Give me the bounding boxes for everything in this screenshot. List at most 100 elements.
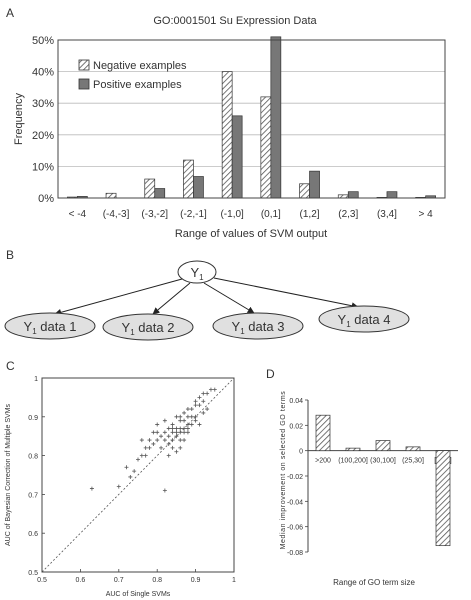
- edge-2: [152, 282, 191, 315]
- scatter-point: [185, 426, 190, 431]
- chart-c-x-tick-label: 0.9: [191, 577, 201, 584]
- scatter-point: [193, 403, 198, 408]
- chart-d-y-tick-label: 0.02: [289, 423, 303, 430]
- scatter-point: [147, 438, 152, 443]
- scatter-point: [178, 430, 183, 435]
- panel-c-label: C: [6, 359, 15, 373]
- chart-c-y-tick-label: 0.8: [28, 454, 38, 461]
- chart-a-ylabel: Frequency: [13, 93, 25, 145]
- chart-c-axes: 0.5 0.6 0.7 0.8 0.9 1 0.5 0.6 0.7 0.8 0.9 1: [28, 376, 236, 584]
- chart-a-x-tick-label: > 4: [419, 209, 434, 220]
- chart-c-xlabel: AUC of Single SVMs: [106, 591, 171, 598]
- chart-c-x-tick-label: 0.7: [114, 577, 124, 584]
- panel-a-label: A: [6, 6, 14, 20]
- scatter-point: [178, 426, 183, 431]
- bar-positive: [347, 191, 359, 199]
- bar-positive: [193, 176, 204, 199]
- scatter-point: [166, 434, 171, 439]
- scatter-point: [170, 430, 175, 435]
- bar-negative: [144, 178, 156, 199]
- chart-d-y-tick-label: -0.02: [287, 474, 303, 481]
- chart-c-x-tick-label: 0.6: [76, 577, 86, 584]
- scatter-point: [143, 453, 148, 458]
- panel-d-chart: 0.04 0.02 0 -0.02 -0.04 -0.06 -0.08 >200 (100,20…: [280, 391, 458, 587]
- scatter-point: [162, 430, 167, 435]
- chart-d-y-tick-label: -0.04: [287, 499, 303, 506]
- chart-d-bars: [315, 414, 451, 547]
- legend-label-negative: Negative examples: [93, 60, 187, 72]
- chart-a-x-tick-label: (-1,0]: [220, 209, 244, 220]
- chart-c-y-tick-label: 1: [34, 376, 38, 383]
- chart-d-x-tick-label: (100,200]: [338, 458, 368, 465]
- scatter-point: [193, 399, 198, 404]
- scatter-point: [197, 422, 202, 427]
- chart-a-y-tick-label: 50%: [32, 35, 54, 47]
- scatter-point: [132, 469, 137, 474]
- chart-c-y-tick-label: 0.5: [28, 570, 38, 577]
- bar-negative: [183, 159, 194, 199]
- scatter-point: [178, 445, 183, 450]
- chart-a-gridlines: [58, 39, 445, 167]
- root-node-label: Y1: [190, 265, 204, 282]
- scatter-point: [178, 418, 183, 423]
- bar-positive: [309, 170, 320, 199]
- scatter-point: [170, 445, 175, 450]
- chart-a-x-tick-label: (3,4]: [377, 209, 397, 220]
- chart-c-y-tick-label: 0.6: [28, 531, 38, 538]
- chart-a-x-tick-label: (2,3]: [338, 209, 358, 220]
- legend-swatch-positive: [78, 78, 90, 90]
- scatter-point: [189, 414, 194, 419]
- scatter-point: [178, 438, 183, 443]
- child-node-1-label: Y1 data 1: [24, 319, 77, 336]
- chart-a-y-tick-label: 10%: [32, 161, 54, 173]
- scatter-point: [182, 430, 187, 435]
- scatter-point: [201, 399, 206, 404]
- scatter-point: [151, 441, 156, 446]
- scatter-point: [174, 430, 179, 435]
- chart-a-legend: Negative examples Positive examples: [78, 59, 187, 91]
- bar-improvement: [405, 446, 421, 452]
- scatter-point: [205, 391, 210, 396]
- scatter-point: [193, 414, 198, 419]
- panel-b-label: B: [6, 248, 14, 262]
- chart-a-title: GO:0001501 Su Expression Data: [153, 15, 317, 27]
- chart-a-x-tick-label: < -4: [69, 209, 87, 220]
- bar-positive: [270, 36, 282, 199]
- chart-a-x-tick-label: (-3,-2]: [141, 209, 168, 220]
- bar-positive: [154, 188, 166, 199]
- chart-c-diagonal: [41, 377, 235, 573]
- chart-d-y-tick-label: 0: [299, 449, 303, 456]
- child-node-4: [318, 305, 410, 333]
- child-node-4-label: Y1 data 4: [338, 312, 391, 329]
- chart-c-y-tick-label: 0.9: [28, 415, 38, 422]
- scatter-point: [170, 438, 175, 443]
- scatter-point: [159, 434, 164, 439]
- chart-a-y-tick-label: 20%: [32, 130, 54, 142]
- bar-negative: [105, 192, 117, 199]
- chart-c-x-tick-label: 0.5: [37, 577, 47, 584]
- scatter-point: [170, 426, 175, 431]
- chart-d-xlabel: Range of GO term size: [333, 578, 415, 587]
- chart-a-xlabel: Range of values of SVM output: [175, 228, 327, 240]
- scatter-point: [212, 387, 217, 392]
- scatter-point: [89, 486, 94, 491]
- edge-4: [213, 277, 359, 310]
- scatter-point: [151, 430, 156, 435]
- chart-d-y-tick-label: -0.08: [287, 550, 303, 557]
- scatter-point: [162, 418, 167, 423]
- chart-c-x-tick-label: 0.8: [152, 577, 162, 584]
- scatter-point: [178, 414, 183, 419]
- panel-c-chart: 0.5 0.6 0.7 0.8 0.9 1 0.5 0.6 0.7 0.8 0.9 1 AUC of …: [5, 376, 236, 598]
- scatter-point: [159, 445, 164, 450]
- bar-negative: [221, 71, 233, 199]
- scatter-point: [185, 422, 190, 427]
- scatter-point: [139, 453, 144, 458]
- scatter-point: [139, 438, 144, 443]
- scatter-point: [189, 407, 194, 412]
- scatter-point: [201, 391, 206, 396]
- legend-label-positive: Positive examples: [93, 79, 182, 91]
- scatter-point: [197, 403, 202, 408]
- bar-improvement: [435, 450, 451, 547]
- panel-b-network: Y1 Y1 data 1 Y1 data 2 Y1 data 3 Y1 data…: [4, 260, 410, 341]
- bar-improvement: [375, 440, 391, 452]
